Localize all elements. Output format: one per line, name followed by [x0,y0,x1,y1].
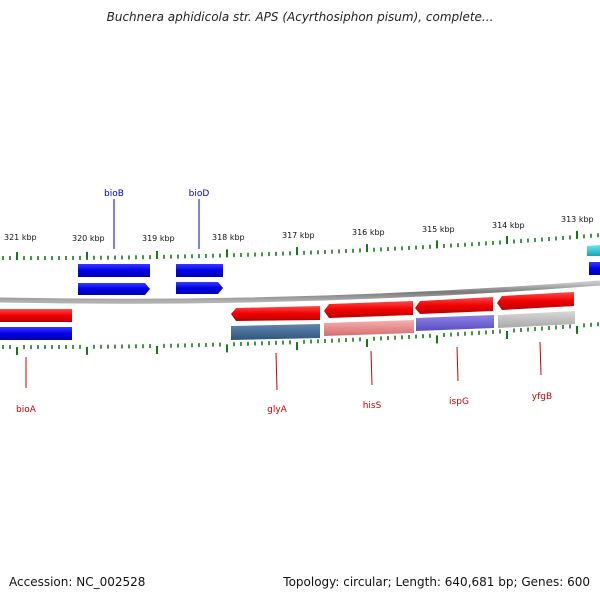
gene-bar[interactable] [231,324,320,340]
gene-label-bioB[interactable]: bioB [104,189,124,199]
genome-backbone [0,280,600,304]
gene-bar[interactable] [324,320,414,336]
tick-label: 315 kbp [422,225,455,234]
gene-bar[interactable] [0,327,72,340]
forward-genes: bioB bioD [78,189,600,295]
gene-bioA-arrow[interactable] [0,309,72,322]
gene-label-ispG[interactable]: ispG [449,397,469,407]
tick-label: 318 kbp [212,233,245,242]
gene-ispG-arrow[interactable] [415,297,493,314]
gene-bar[interactable] [176,264,223,277]
gene-bioD-arrow[interactable] [176,282,223,294]
gene-label-hisS[interactable]: hisS [363,401,382,411]
tick-label: 320 kbp [72,234,105,243]
gene-bar[interactable] [498,311,575,328]
genome-title: Buchnera aphidicola str. APS (Acyrthosip… [106,10,494,24]
tick-label: 314 kbp [492,221,525,230]
accession-text: Accession: NC_002528 [9,575,146,589]
gene-bar[interactable] [416,315,494,331]
gene-yfgB-arrow[interactable] [497,292,574,310]
gene-label-glyA[interactable]: glyA [267,405,288,415]
gene-bioB-arrow[interactable] [78,283,150,295]
gene-label-bioD[interactable]: bioD [189,189,210,199]
gene-hisS-arrow[interactable] [324,301,413,318]
gene-bar[interactable] [78,264,150,277]
genome-summary-text: Topology: circular; Length: 640,681 bp; … [283,575,590,589]
tick-label: 317 kbp [282,231,315,240]
gene-bar[interactable] [589,262,600,275]
tick-label: 321 kbp [4,233,37,242]
tick-label: 313 kbp [561,215,594,224]
gene-label-bioA[interactable]: bioA [16,405,37,415]
gene-label-yfgB[interactable]: yfgB [532,392,552,402]
gene-bar[interactable] [587,245,600,256]
ticks-top [2,230,599,261]
tick-labels: 321 kbp 320 kbp 319 kbp 318 kbp 317 kbp … [4,215,594,243]
reverse-genes: bioA glyA hisS ispG yfgB [0,292,575,415]
ticks-bottom [2,322,599,356]
gene-glyA-arrow[interactable] [231,306,320,321]
tick-label: 319 kbp [142,234,175,243]
tick-label: 316 kbp [352,228,385,237]
